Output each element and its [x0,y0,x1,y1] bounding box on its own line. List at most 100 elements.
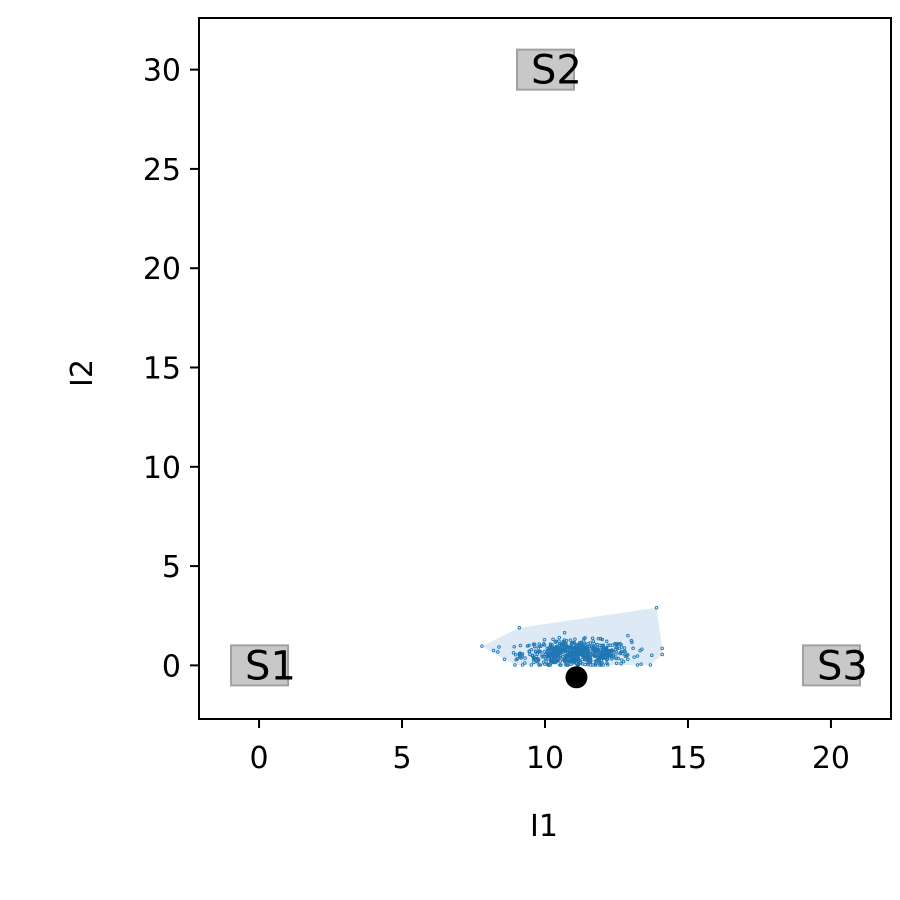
scatter-point [619,661,623,666]
scatter-point [638,648,642,653]
scatter-point [626,657,630,662]
scatter-point [562,645,567,650]
scatter-point [513,653,518,657]
scatter-point [604,653,609,658]
scatter-point [600,637,604,642]
scatter-point [660,652,664,657]
scatter-point [557,635,562,640]
scatter-point [582,645,587,650]
scatter-point [586,661,590,665]
scatter-point [517,625,522,630]
scatter-point [614,661,619,665]
scatter-point [614,656,619,661]
scatter-point [542,643,547,647]
scatter-point [551,647,556,652]
scatter-point [529,663,534,667]
scatter-point [569,662,573,667]
scatter-point [513,663,517,667]
scatter-point [586,662,590,667]
scatter-point [620,658,624,662]
scatter-point [591,646,595,650]
x-tick-label: 10 [526,741,564,776]
scatter-point [586,648,590,652]
scatter-point [654,606,659,610]
y-tick-label: 5 [162,550,181,585]
scatter-point [542,637,547,642]
x-tick-label: 20 [812,741,850,776]
scatter-point [511,651,516,655]
scatter-point [580,662,585,666]
scatter-point [565,658,570,662]
scatter-point [538,663,543,667]
scatter-point [547,655,552,659]
scatter-point [603,646,607,651]
scatter-point [549,652,553,657]
scatter-point [593,659,598,663]
scatter-point [589,658,593,663]
x-tick-label: 0 [250,741,269,776]
scatter-point [623,650,627,654]
station-label-s1: S1 [245,643,296,689]
scatter-point [559,663,563,667]
scatter-point [565,653,569,658]
scatter-point [527,649,532,653]
scatter-point [590,636,595,641]
scatter-point [553,640,558,644]
scatter-point [639,662,643,666]
scatter-point [614,650,618,654]
scatter-point [574,642,578,647]
scatter-point [565,663,569,667]
scatter-point [593,663,597,667]
x-tick-label: 5 [392,741,411,776]
true-point-marker [565,666,588,689]
scatter-point [555,658,560,663]
scatter-point [571,640,575,645]
scatter-point [615,642,619,647]
station-label-s2: S2 [531,48,582,94]
scatter-point [555,653,560,657]
station-label-s3: S3 [817,643,868,689]
scatter-point [565,650,569,654]
scatter-point [542,649,546,654]
scatter-point [542,662,547,666]
scatter-point [540,653,544,657]
scatter-point [502,657,507,661]
scatter-point [533,644,537,649]
y-axis-label: I2 [65,359,100,387]
scatter-point [540,655,544,659]
scatter-point [588,641,593,645]
scatter-point [531,642,536,646]
scatter-point [547,645,552,650]
scatter-point [537,644,542,648]
scatter-point [582,650,587,654]
scatter-point [548,642,553,646]
scatter-point [553,660,558,664]
scatter-point [631,646,635,651]
scatter-point [601,650,606,655]
scatter-point [514,658,518,662]
scatter-point [598,663,602,667]
scatter-point [535,652,540,656]
scatter-point [648,663,653,667]
scatter-point [538,649,542,654]
scatter-point [592,651,597,655]
y-tick-label: 10 [143,451,181,486]
scatter-point [606,650,611,655]
y-tick-label: 0 [162,649,181,684]
scatter-point [544,659,548,664]
scatter-point [588,644,592,649]
plot-frame [198,17,892,720]
scatter-point [635,654,640,658]
scatter-point [588,652,593,657]
scatter-point [609,653,614,657]
scatter-point [523,661,527,665]
scatter-point [518,643,523,648]
scatter-point [561,650,566,654]
y-tick-label: 15 [143,352,181,387]
scatter-point [537,663,541,667]
plot-area: S1 S2 S3 [230,48,868,689]
scatter-point [599,658,604,663]
scatter-point [571,658,576,662]
station-marker-s3 [801,644,861,687]
scatter-point [602,653,607,658]
